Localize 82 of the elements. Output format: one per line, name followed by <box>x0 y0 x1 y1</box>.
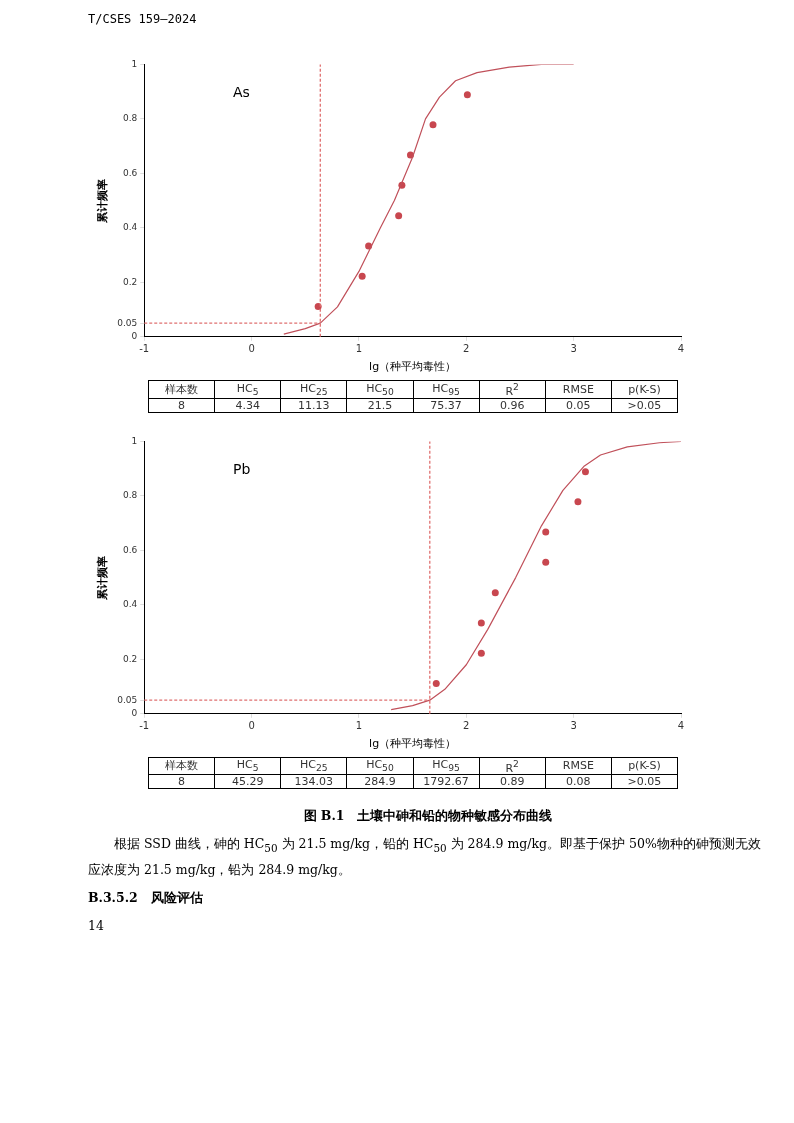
text: 根据 SSD 曲线，砷的 HC$_{50}$ 为 21.5 mg/kg，铅的 HC$_{50}$ 为 284.9 mg/kg。即基于保护 50%物种的砷预测无效应浓度为 21.5 mg/kg，铅为 284.9 mg/kg。 <box>88 836 761 877</box>
x-tick-label: 4 <box>677 720 685 732</box>
x-tick-label: 2 <box>463 720 470 732</box>
text: 284.9 <box>346 774 413 789</box>
point <box>581 467 589 475</box>
point <box>542 558 550 566</box>
point <box>358 272 366 280</box>
text: HC$_{95}$ <box>413 757 480 775</box>
y-tick-label: 0.05 <box>117 694 138 705</box>
y-tick-label: 0.6 <box>122 544 138 555</box>
point <box>477 649 485 657</box>
text: 图 B.1 土壤中砷和铅的物种敏感分布曲线 <box>302 807 554 826</box>
x-tick-label: 3 <box>570 343 577 355</box>
text: HC$_{50}$ <box>346 380 413 399</box>
text: HC$_{25}$ <box>280 380 347 399</box>
text: HC$_{25}$ <box>280 757 347 775</box>
text: 0.89 <box>479 774 546 789</box>
text: T/CSES 159—2024 <box>88 12 198 26</box>
text: p(K-S) <box>611 757 678 775</box>
text: 14 <box>88 916 105 935</box>
point <box>314 303 322 311</box>
text: HC$_{5}$ <box>214 380 281 399</box>
text: 134.03 <box>280 774 347 789</box>
x-tick-label: -1 <box>139 720 150 732</box>
text: R$^{2}$ <box>479 757 546 775</box>
point <box>542 528 550 536</box>
x-axis-title: lg（种平均毒性） <box>369 360 457 374</box>
x-axis-title: lg（种平均毒性） <box>369 736 457 750</box>
text: HC$_{95}$ <box>413 380 480 399</box>
text: Pb <box>233 460 251 477</box>
text: 0.96 <box>479 398 546 413</box>
y-tick-label: 0.6 <box>122 167 138 178</box>
y-tick-label: 0.8 <box>122 113 138 124</box>
text: 4.34 <box>214 398 281 413</box>
text: >0.05 <box>611 774 678 789</box>
point <box>574 498 582 506</box>
y-tick-label: 0.2 <box>122 653 138 664</box>
x-tick-label: 0 <box>248 720 255 732</box>
y-tick-label: 0 <box>131 707 138 718</box>
text: p(K-S) <box>611 380 678 399</box>
y-axis-title: 累计频率 <box>96 555 110 601</box>
point <box>395 212 403 220</box>
y-tick-label: 0.8 <box>122 489 138 500</box>
x-tick-label: 2 <box>463 343 470 355</box>
text: 21.5 <box>346 398 413 413</box>
text: As <box>233 84 250 100</box>
point <box>432 679 440 687</box>
text: >0.05 <box>611 398 678 413</box>
y-axis-title: 累计频率 <box>96 178 110 224</box>
x-tick-label: 4 <box>677 343 685 355</box>
y-tick-label: 0.2 <box>122 276 138 287</box>
x-tick-label: -1 <box>139 343 150 355</box>
text: RMSE <box>545 380 612 399</box>
text: RMSE <box>545 757 612 775</box>
text: 8 <box>148 398 215 413</box>
x-tick-label: 1 <box>355 343 363 355</box>
text: HC$_{50}$ <box>346 757 413 775</box>
y-tick-label: 1 <box>131 58 138 69</box>
text: 11.13 <box>280 398 347 413</box>
x-tick-label: 1 <box>355 720 363 732</box>
text: 0.05 <box>545 398 612 413</box>
y-tick-label: 0.4 <box>122 222 138 233</box>
point <box>477 619 485 627</box>
x-tick-label: 0 <box>248 343 255 355</box>
point <box>463 91 471 99</box>
text: 0.08 <box>545 774 612 789</box>
text: 样本数 <box>148 757 215 775</box>
text: 样本数 <box>148 380 215 399</box>
text: HC$_{5}$ <box>214 757 281 775</box>
text: 45.29 <box>214 774 281 789</box>
y-tick-label: 1 <box>131 435 138 446</box>
point <box>491 589 499 597</box>
point <box>429 121 437 129</box>
y-tick-label: 0 <box>131 331 138 342</box>
x-tick-label: 3 <box>570 720 577 732</box>
text: 8 <box>148 774 215 789</box>
text: R$^{2}$ <box>479 380 546 399</box>
y-tick-label: 0.05 <box>117 317 138 328</box>
text: 1792.67 <box>413 774 480 789</box>
text: B.3.5.2 风险评估 <box>88 888 204 907</box>
text: 75.37 <box>413 398 480 413</box>
y-tick-label: 0.4 <box>122 598 138 609</box>
